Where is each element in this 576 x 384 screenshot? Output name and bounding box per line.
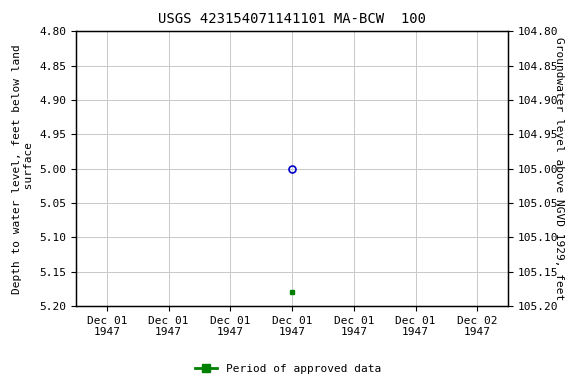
Legend: Period of approved data: Period of approved data bbox=[191, 359, 385, 379]
Title: USGS 423154071141101 MA-BCW  100: USGS 423154071141101 MA-BCW 100 bbox=[158, 12, 426, 26]
Y-axis label: Groundwater level above NGVD 1929, feet: Groundwater level above NGVD 1929, feet bbox=[554, 37, 564, 300]
Y-axis label: Depth to water level, feet below land
 surface: Depth to water level, feet below land su… bbox=[12, 44, 33, 294]
